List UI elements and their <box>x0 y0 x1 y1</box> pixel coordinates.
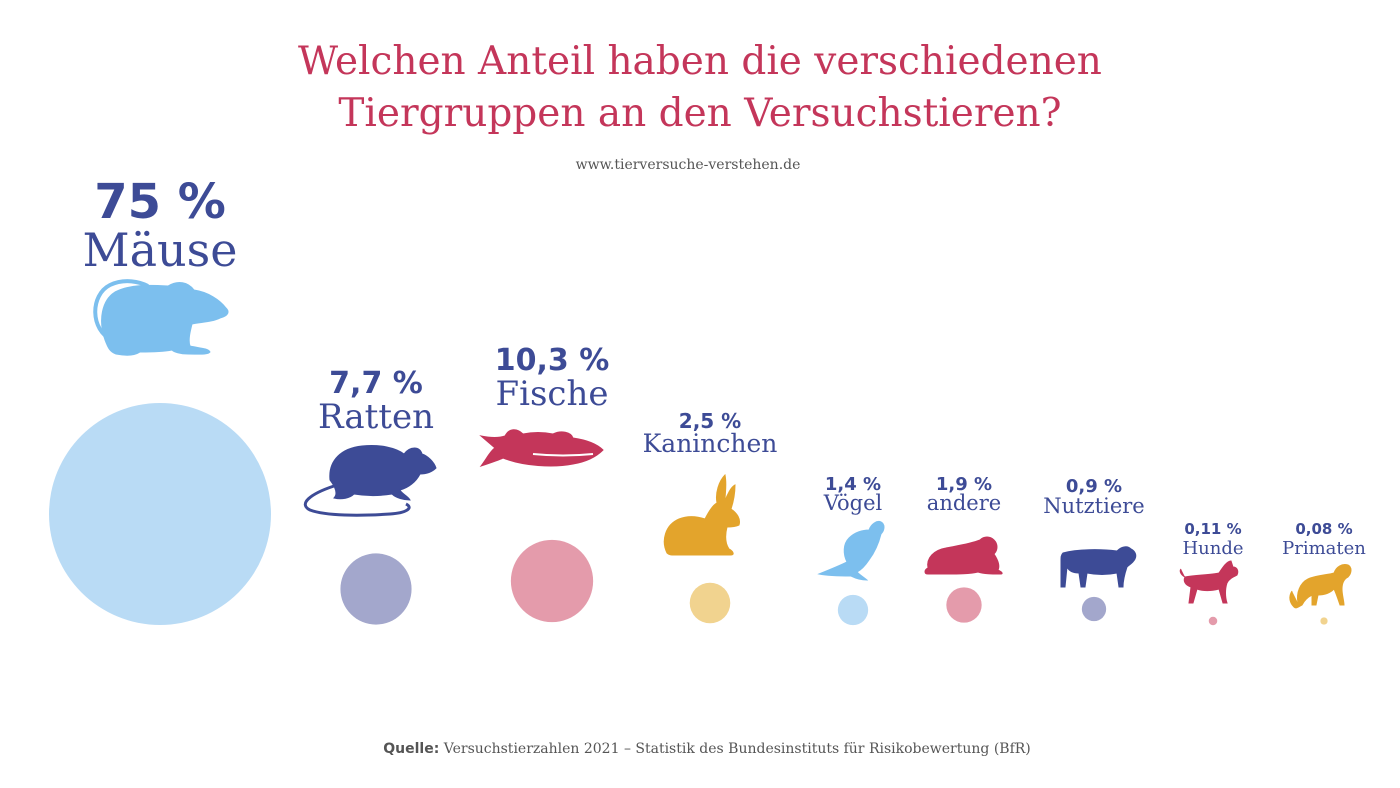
category-label-vögel: Vögel <box>823 491 883 515</box>
bubble-primaten <box>1320 617 1328 625</box>
category-label-kaninchen: Kaninchen <box>643 429 778 458</box>
footer-source-text: Versuchstierzahlen 2021 – Statistik des … <box>443 741 1031 757</box>
bubble-hunde <box>1208 616 1218 626</box>
value-label-primaten: 0,08 % <box>1295 520 1352 538</box>
bubble-andere <box>946 587 982 623</box>
value-label-ratten: 7,7 % <box>329 366 423 401</box>
bubble-mäuse <box>49 403 271 625</box>
rat-icon <box>303 445 437 517</box>
chart-title-line-1: Welchen Anteil haben die verschiedenen <box>298 39 1102 84</box>
bubble-fische <box>510 539 594 623</box>
frog-icon <box>924 536 1003 575</box>
bubble-vögel <box>837 594 869 626</box>
value-label-kaninchen: 2,5 % <box>679 409 741 433</box>
category-label-fische: Fische <box>496 374 609 414</box>
value-label-fische: 10,3 % <box>495 343 610 378</box>
footer-source-label: Quelle: <box>383 741 440 757</box>
bubble-ratten <box>340 553 412 625</box>
value-label-andere: 1,9 % <box>936 474 992 495</box>
category-label-mäuse: Mäuse <box>83 223 238 277</box>
chart-title-line-2: Tiergruppen an den Versuchstieren? <box>338 91 1062 136</box>
bird-icon <box>817 521 885 581</box>
bubble-nutztiere <box>1081 596 1107 622</box>
value-label-nutztiere: 0,9 % <box>1066 476 1122 497</box>
category-label-ratten: Ratten <box>318 397 434 437</box>
footer-source: Quelle: Versuchstierzahlen 2021 – Statis… <box>0 741 1400 757</box>
cow-icon <box>1060 546 1137 588</box>
category-label-hunde: Hunde <box>1182 538 1243 559</box>
value-label-mäuse: 75 % <box>94 174 226 230</box>
category-label-primaten: Primaten <box>1282 538 1366 559</box>
value-label-vögel: 1,4 % <box>825 474 881 495</box>
chart-title: Welchen Anteil haben die verschiedenen T… <box>0 36 1400 140</box>
category-label-andere: andere <box>927 491 1001 515</box>
mouse-icon <box>93 279 229 356</box>
monkey-icon <box>1289 564 1352 609</box>
dog-icon <box>1179 560 1239 604</box>
category-label-nutztiere: Nutztiere <box>1043 494 1144 518</box>
bubble-kaninchen <box>689 582 731 624</box>
source-url: www.tierversuche-verstehen.de <box>575 157 801 173</box>
rabbit-icon <box>663 473 740 556</box>
fish-icon <box>479 429 604 467</box>
value-label-hunde: 0,11 % <box>1184 520 1241 538</box>
